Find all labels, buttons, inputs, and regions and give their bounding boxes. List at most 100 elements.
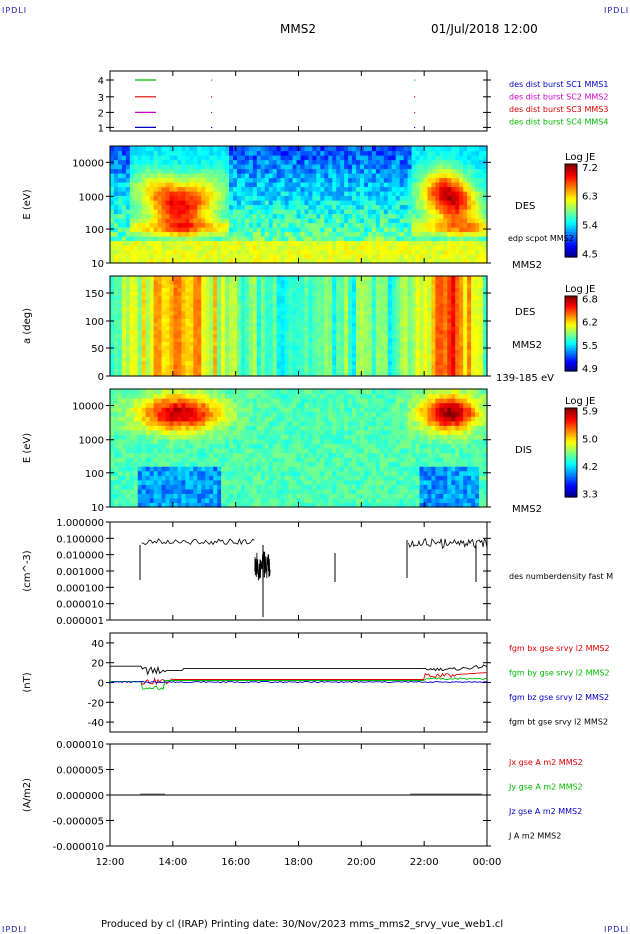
panel-3-ylabel: E (eV) xyxy=(22,433,33,463)
des-side-label: DES xyxy=(515,201,535,212)
time-axis-tick-label: 00:00 xyxy=(473,857,502,868)
density-series-segment-3 xyxy=(408,538,488,550)
panel-4-ytick-label: 0.001000 xyxy=(56,567,104,578)
panel-4-ytick-label: 0.000010 xyxy=(56,600,104,611)
current-legend-entry: J A m2 MMS2 xyxy=(508,832,561,841)
burst-legend-entry: des dist burst SC4 MMS4 xyxy=(509,118,608,127)
colorbar-2 xyxy=(565,296,577,372)
panel-0-ytick-label: 3 xyxy=(98,93,104,104)
panel-5-ytick-label: -40 xyxy=(88,718,104,729)
panel-0-frame xyxy=(109,70,488,132)
colorbar-1 xyxy=(565,164,577,258)
colorbar-1-tick: 4.5 xyxy=(582,249,598,260)
current-legend-entry: Jy gse A m2 MMS2 xyxy=(508,783,583,792)
burst-dot-late-sc3 xyxy=(414,96,416,98)
panel-6-ytick-label: -0.000005 xyxy=(53,817,104,828)
bt-series xyxy=(110,664,488,676)
panel-5-ytick-label: 40 xyxy=(91,639,104,650)
colorbar-3-tick: 5.0 xyxy=(582,434,598,445)
des-pa-side-label: DES xyxy=(515,307,535,318)
time-axis-tick-label: 22:00 xyxy=(410,857,439,868)
colorbar-1-frame xyxy=(564,163,578,258)
panel-2-ytick-label: 50 xyxy=(91,344,104,355)
des-pa-spacecraft-label: MMS2 xyxy=(512,340,542,351)
panel-2-heatmap xyxy=(110,276,488,377)
density-series-segment-2 xyxy=(254,551,271,581)
bx-series xyxy=(110,672,488,686)
current-legend-entry: Jz gse A m2 MMS2 xyxy=(508,807,582,816)
burst-legend-entry: des dist burst SC2 MMS2 xyxy=(509,93,608,102)
colorbar-3-tick: 3.3 xyxy=(582,489,598,500)
panel-2-ytick-label: 0 xyxy=(98,372,104,383)
burst-dot-sc2 xyxy=(211,111,213,114)
des-spacecraft-label: MMS2 xyxy=(512,260,542,271)
panel-2-ytick-label: 100 xyxy=(85,317,104,328)
dis-side-label: DIS xyxy=(515,445,532,456)
colorbar-2-tick: 6.8 xyxy=(582,294,598,305)
spacecraft-title: MMS2 xyxy=(280,22,316,36)
corner-mark-top-right: IPDLI xyxy=(604,6,630,15)
panel-2-ylabel: a (deg) xyxy=(22,308,33,344)
panel-1-ytick-label: 10000 xyxy=(72,158,104,169)
panel-1-ytick-label: 1000 xyxy=(79,192,104,203)
panel-4-frame xyxy=(109,521,488,621)
density-series-label: des numberdensity fast M xyxy=(509,572,613,581)
panel-3-heatmap xyxy=(110,389,488,508)
corner-mark-bottom-right: IPDLI xyxy=(604,925,630,934)
bfield-legend-entry: fgm bz gse srvy l2 MMS2 xyxy=(509,693,609,702)
panel-4-ytick-label: 1.000000 xyxy=(56,518,104,529)
panel-5-ylabel: (nT) xyxy=(22,672,33,692)
time-axis-tick-label: 14:00 xyxy=(158,857,187,868)
panel-6-ytick-label: 0.000000 xyxy=(56,791,104,802)
panel-0-ytick-label: 2 xyxy=(98,108,104,119)
burst-dot-late-sc1 xyxy=(414,126,416,129)
colorbar-2-tick: 4.9 xyxy=(582,364,598,375)
panel-6-ytick-label: -0.000010 xyxy=(53,842,104,853)
colorbar-1-tick: 6.3 xyxy=(582,192,598,203)
panel-0-ytick-label: 1 xyxy=(98,123,104,134)
panel-3-ytick-label: 100 xyxy=(85,469,104,480)
bfield-legend-entry: fgm by gse srvy l2 MMS2 xyxy=(509,669,610,678)
colorbar-3 xyxy=(565,408,577,498)
panel-3-ytick-label: 10000 xyxy=(72,402,104,413)
panel-6-ytick-label: 0.000005 xyxy=(56,766,104,777)
panel-1-ylabel: E (eV) xyxy=(22,189,33,219)
colorbar-2-title: Log JE xyxy=(565,284,595,295)
energy-range-label: 139-185 eV xyxy=(496,373,554,384)
time-axis-tick-label: 12:00 xyxy=(96,857,125,868)
bfield-legend-entry: fgm bt gse srvy l2 MMS2 xyxy=(509,718,608,727)
panel-4-ytick-label: 0.100000 xyxy=(56,534,104,545)
panel-2-ytick-label: 150 xyxy=(85,289,104,300)
by-series xyxy=(110,677,488,690)
panel-6-ylabel: (A/m2) xyxy=(22,778,33,812)
corner-mark-top-left: IPDLI xyxy=(2,6,28,15)
burst-dot-late-sc4 xyxy=(414,79,416,81)
panel-4-ytick-label: 0.010000 xyxy=(56,551,104,562)
burst-dot-late-sc2 xyxy=(414,111,416,114)
colorbar-3-tick: 4.2 xyxy=(582,462,598,473)
colorbar-2-tick: 5.5 xyxy=(582,341,598,352)
colorbar-3-frame xyxy=(564,407,578,498)
corner-mark-bottom-left: IPDLI xyxy=(2,925,28,934)
colorbar-1-tick: 7.2 xyxy=(582,163,598,174)
panel-1-heatmap xyxy=(110,146,488,264)
bfield-legend-entry: fgm bx gse srvy l2 MMS2 xyxy=(509,644,610,653)
bz-series xyxy=(110,680,488,684)
panel-4-ytick-label: 0.000100 xyxy=(56,583,104,594)
panel-3-ytick-label: 1000 xyxy=(79,436,104,447)
panel-0-ytick-label: 4 xyxy=(98,76,104,87)
colorbar-2-frame xyxy=(564,295,578,372)
panel-5-ytick-label: 0 xyxy=(98,679,104,690)
burst-dot-sc1 xyxy=(211,126,213,129)
panel-1-ytick-label: 10 xyxy=(91,259,104,270)
colorbar-3-tick: 5.9 xyxy=(582,407,598,418)
panel-5-ytick-label: -20 xyxy=(88,698,104,709)
time-axis-tick-label: 20:00 xyxy=(347,857,376,868)
panel-1-ytick-label: 100 xyxy=(85,225,104,236)
colorbar-1-tick: 5.4 xyxy=(582,220,598,231)
edp-scpot-label: edp scpot MMS2 xyxy=(508,234,574,243)
dis-spacecraft-label: MMS2 xyxy=(512,504,542,515)
density-series-segment-1 xyxy=(141,537,255,546)
panel-6-ytick-label: 0.000010 xyxy=(56,740,104,751)
